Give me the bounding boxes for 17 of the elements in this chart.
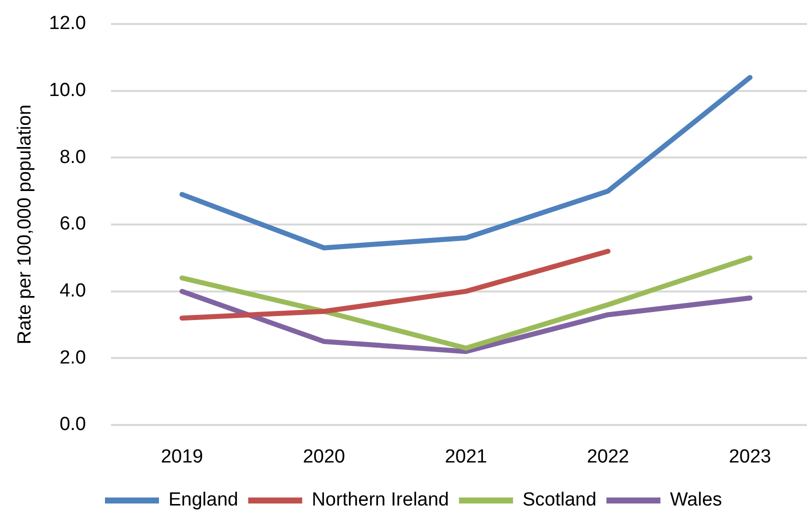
legend-label: Wales [670, 490, 722, 511]
y-tick-label: 2.0 [60, 347, 86, 368]
y-axis-title: Rate per 100,000 population [14, 104, 36, 344]
y-tick-label: 8.0 [60, 146, 86, 168]
y-tick-label: 12.0 [49, 13, 86, 34]
y-tick-label: 0.0 [60, 414, 86, 436]
x-tick-label: 2020 [302, 446, 346, 468]
legend-label: England [168, 490, 238, 511]
legend-label: Northern Ireland [312, 490, 449, 511]
x-tick-label: 2023 [728, 446, 772, 468]
x-tick-label: 2019 [160, 446, 204, 468]
y-tick-label: 6.0 [60, 214, 86, 235]
legend-label: Scotland [522, 490, 596, 511]
x-tick-label: 2021 [444, 446, 488, 468]
y-tick-label: 4.0 [60, 280, 86, 302]
y-tick-label: 10.0 [49, 80, 86, 102]
x-tick-label: 2022 [586, 446, 630, 468]
